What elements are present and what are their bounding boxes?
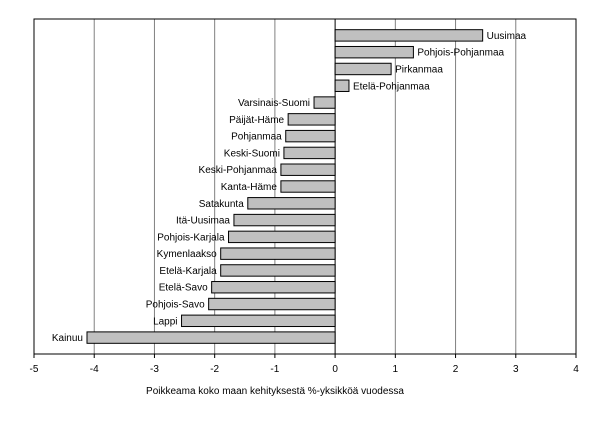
bar-label: Kymenlaakso xyxy=(157,249,217,260)
bar-label: Pohjois-Karjala xyxy=(157,232,225,243)
x-tick-label: 2 xyxy=(453,364,459,375)
bar-kainuu xyxy=(86,331,336,344)
x-tick-label: -2 xyxy=(210,364,219,375)
bar-pohjois-pohjanmaa xyxy=(334,45,414,59)
bar-etel-karjala xyxy=(220,264,336,277)
bar-kymenlaakso xyxy=(220,247,336,260)
bar-keski-suomi xyxy=(283,146,336,160)
x-axis-title: Poikkeama koko maan kehityksestä %-yksik… xyxy=(146,386,404,397)
bar-pirkanmaa xyxy=(334,62,392,76)
x-tick-label: -3 xyxy=(150,364,159,375)
bar-label: Pohjois-Pohjanmaa xyxy=(417,48,504,59)
bar-label: Itä-Uusimaa xyxy=(176,216,230,227)
bar-label: Pohjanmaa xyxy=(231,132,282,143)
x-tick-label: -1 xyxy=(270,364,279,375)
plot-area-frame xyxy=(33,18,577,355)
bar-keski-pohjanmaa xyxy=(280,163,336,176)
bar-label: Pohjois-Savo xyxy=(146,300,205,311)
x-tick-label: 4 xyxy=(573,364,579,375)
bar-label: Varsinais-Suomi xyxy=(238,98,310,109)
bar-kanta-h-me xyxy=(280,180,336,193)
bar-labels: Uusimaa Pohjois-Pohjanmaa Pirkanmaa Etelä-P… xyxy=(52,31,527,344)
bar-label: Kanta-Häme xyxy=(221,182,278,193)
bar-pohjois-karjala xyxy=(228,230,336,244)
bar-label: Satakunta xyxy=(199,199,244,210)
bar-pohjois-savo xyxy=(208,297,336,311)
bar-label: Etelä-Karjala xyxy=(159,266,217,277)
bar-label: Kainuu xyxy=(52,333,83,344)
bar-label: Uusimaa xyxy=(487,31,527,42)
bar-label: Etelä-Savo xyxy=(159,283,208,294)
bar-label: Pirkanmaa xyxy=(395,64,443,75)
bar-etel-savo xyxy=(211,281,336,294)
x-tick-label: -4 xyxy=(90,364,99,375)
bar-label: Keski-Pohjanmaa xyxy=(199,165,278,176)
bar-label: Etelä-Pohjanmaa xyxy=(353,81,430,92)
bars xyxy=(86,29,484,344)
bar-etel-pohjanmaa xyxy=(334,79,350,92)
x-axis-ticks: -5 -4 -3 -2 -1 0 1 2 3 4 xyxy=(30,354,579,375)
bar-label: Lappi xyxy=(153,316,177,327)
x-tick-label: 1 xyxy=(393,364,399,375)
bar-it-uusimaa xyxy=(233,213,336,227)
bar-label: Keski-Suomi xyxy=(224,148,280,159)
bar-varsinais-suomi xyxy=(313,96,336,109)
x-tick-label: 3 xyxy=(513,364,519,375)
x-tick-label: -5 xyxy=(30,364,39,375)
bar-lappi xyxy=(181,314,336,328)
bar-satakunta xyxy=(247,197,336,210)
x-tick-label: 0 xyxy=(332,364,338,375)
bar-label: Päijät-Häme xyxy=(229,115,284,126)
bar-pohjanmaa xyxy=(285,129,336,143)
bar-uusimaa xyxy=(334,29,484,42)
bar-p-ij-t-h-me xyxy=(287,113,336,126)
